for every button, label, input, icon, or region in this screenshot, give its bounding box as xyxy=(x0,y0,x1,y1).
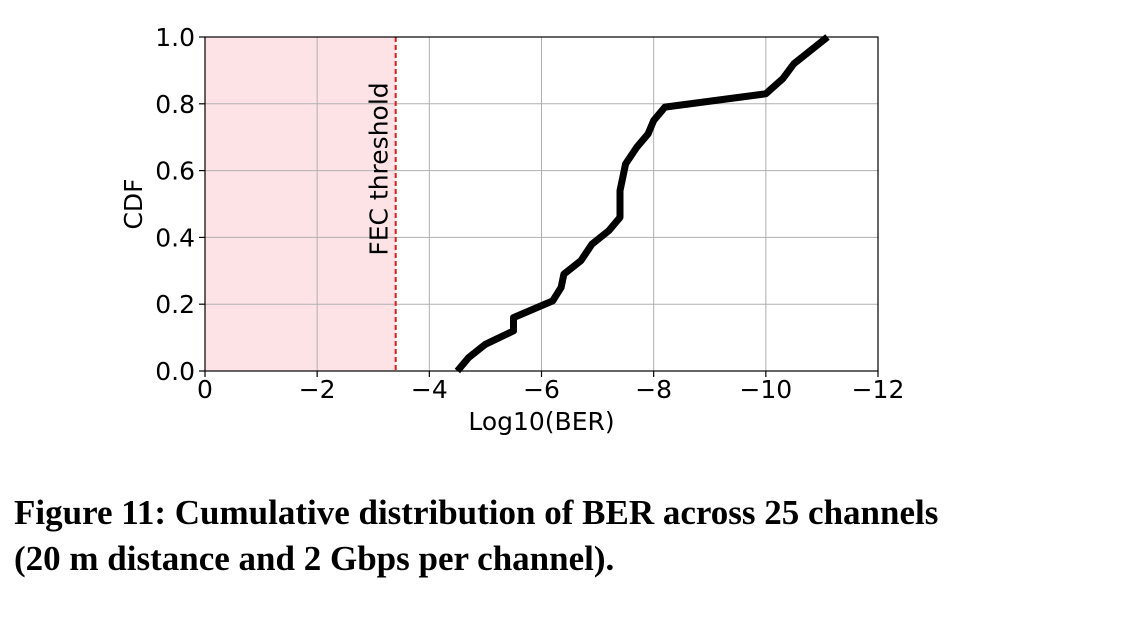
series-layer xyxy=(454,34,830,374)
y-tick-label: 0.6 xyxy=(155,157,195,186)
cdf-chart: 0 −2 −4 −6 −8 −10 −12 0.0 0.2 0.4 0.6 0.8 1.0 Log10(… xyxy=(119,23,904,436)
y-tick-label: 0.8 xyxy=(155,90,195,119)
x-tick-label: −2 xyxy=(299,375,336,404)
x-tick-label: −10 xyxy=(739,375,792,404)
caption-line-1: Figure 11: Cumulative distribution of BE… xyxy=(14,493,939,532)
x-tick-label: −6 xyxy=(523,375,560,404)
tick-layer: 0 −2 −4 −6 −8 −10 −12 0.0 0.2 0.4 0.6 0.8 1.0 xyxy=(155,23,904,404)
x-axis-label: Log10(BER) xyxy=(468,407,614,436)
fec-shaded-region xyxy=(205,37,396,371)
y-axis-label: CDF xyxy=(119,178,148,229)
series-line-0 xyxy=(454,34,830,374)
x-tick-label: −8 xyxy=(635,375,672,404)
x-tick-label: 0 xyxy=(197,375,213,404)
y-tick-label: 0.4 xyxy=(155,223,195,252)
y-tick-label: 0.0 xyxy=(155,357,195,386)
figure-caption: Figure 11: Cumulative distribution of BE… xyxy=(14,490,1114,582)
y-tick-label: 1.0 xyxy=(155,23,195,52)
caption-line-2: (20 m distance and 2 Gbps per channel). xyxy=(14,539,615,578)
x-tick-label: −12 xyxy=(852,375,905,404)
x-tick-label: −4 xyxy=(411,375,448,404)
fec-threshold-label: FEC threshold xyxy=(365,82,394,255)
fec-shaded-region-layer xyxy=(205,37,396,371)
y-tick-label: 0.2 xyxy=(155,290,195,319)
